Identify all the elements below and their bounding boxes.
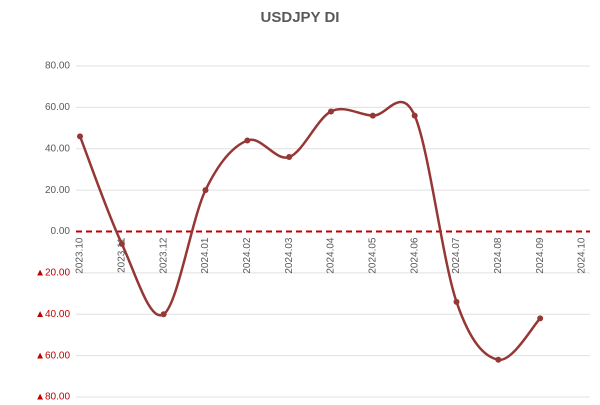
data-point bbox=[77, 133, 83, 140]
y-tick-label: 20.00 bbox=[45, 185, 70, 196]
chart-title: USDJPY DI bbox=[261, 9, 340, 26]
data-point bbox=[495, 356, 502, 363]
y-tick-label: ▲20.00 bbox=[35, 268, 70, 279]
data-point bbox=[286, 154, 293, 161]
x-tick-label: 2024.10 bbox=[577, 237, 588, 274]
y-tick-label: 0.00 bbox=[51, 226, 71, 237]
data-point bbox=[411, 112, 418, 119]
x-tick-label: 2023.10 bbox=[75, 237, 86, 274]
x-tick-label: 2023.12 bbox=[158, 237, 169, 274]
x-tick-label: 2024.01 bbox=[200, 237, 211, 274]
data-point bbox=[160, 311, 167, 318]
y-tick-label: ▲60.00 bbox=[35, 350, 70, 361]
y-tick-label: ▲80.00 bbox=[35, 392, 70, 403]
data-point bbox=[369, 112, 376, 119]
x-tick-label: 2023.11 bbox=[116, 237, 127, 273]
data-point bbox=[453, 298, 460, 305]
x-tick-label: 2024.06 bbox=[409, 237, 420, 274]
x-tick-label: 2024.08 bbox=[493, 237, 504, 274]
data-point bbox=[202, 187, 209, 194]
x-tick-label: 2024.04 bbox=[326, 237, 337, 274]
y-tick-label: 80.00 bbox=[45, 61, 70, 72]
x-tick-label: 2024.07 bbox=[451, 237, 462, 274]
data-point bbox=[537, 315, 544, 322]
data-point bbox=[328, 108, 334, 115]
y-tick-label: 60.00 bbox=[45, 102, 70, 113]
x-tick-label: 2024.05 bbox=[367, 237, 378, 274]
y-tick-label: ▲40.00 bbox=[35, 309, 70, 320]
y-tick-label: 40.00 bbox=[45, 143, 70, 154]
data-point bbox=[118, 240, 125, 247]
x-tick-label: 2024.09 bbox=[535, 237, 546, 274]
x-tick-label: 2024.02 bbox=[242, 237, 253, 274]
x-tick-label: 2024.03 bbox=[284, 237, 295, 274]
data-point bbox=[244, 137, 251, 144]
